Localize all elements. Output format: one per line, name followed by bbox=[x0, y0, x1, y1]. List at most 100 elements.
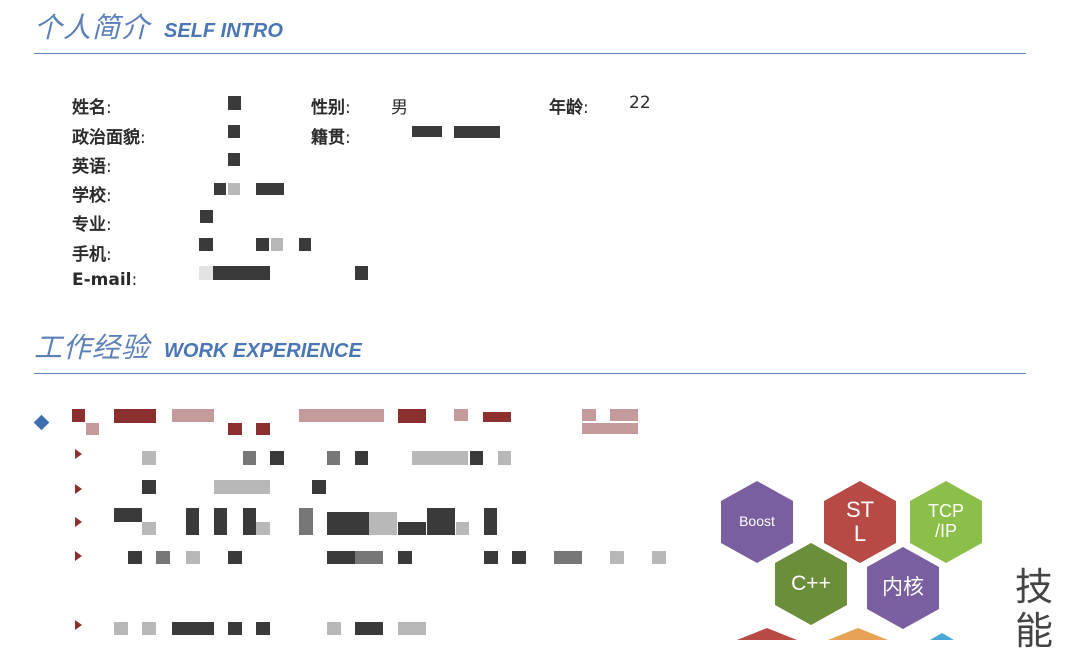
hexagon-shape bbox=[867, 547, 939, 629]
hexagon-shape bbox=[824, 481, 896, 563]
politics-label: 政治面貌: bbox=[72, 128, 146, 148]
redact-block bbox=[228, 551, 242, 564]
redact-block bbox=[355, 451, 368, 465]
skill-hex-partial-blue bbox=[930, 633, 954, 640]
redact-block bbox=[114, 622, 128, 635]
redact-block bbox=[412, 451, 468, 465]
redact-block bbox=[582, 409, 596, 421]
job-bullet-diamond bbox=[33, 414, 50, 431]
redact-block bbox=[243, 451, 256, 465]
self-intro-title-en: SELF INTRO bbox=[164, 20, 283, 42]
skill-hex-partial-red bbox=[737, 628, 797, 640]
redact-block bbox=[228, 423, 242, 435]
hexagon-shape bbox=[721, 481, 793, 563]
redact-block bbox=[456, 522, 469, 535]
redact-block bbox=[327, 451, 340, 465]
redact-block bbox=[355, 622, 383, 635]
redact-block bbox=[652, 551, 666, 564]
skill-hex-tcpip: TCP /IP bbox=[908, 479, 984, 565]
phone-redaction-1 bbox=[199, 238, 213, 251]
redact-block bbox=[299, 508, 313, 535]
school-redaction-3 bbox=[256, 183, 284, 195]
redact-block bbox=[398, 522, 426, 535]
phone-redaction-3 bbox=[271, 238, 283, 251]
major-redaction bbox=[200, 210, 213, 223]
redact-block bbox=[172, 622, 214, 635]
email-redaction-2 bbox=[213, 266, 270, 280]
work-experience-divider bbox=[34, 373, 1026, 374]
skill-hex-boost: Boost bbox=[719, 479, 795, 565]
redact-block bbox=[483, 412, 511, 422]
redact-block bbox=[470, 451, 483, 465]
gender-value: 男 bbox=[391, 98, 408, 118]
bullet-arrow-icon bbox=[75, 484, 82, 494]
politics-redaction bbox=[228, 125, 240, 138]
skill-hex-cpp: C++ bbox=[773, 541, 849, 627]
skill-label-cpp: C++ bbox=[791, 572, 831, 596]
redact-block bbox=[256, 522, 270, 535]
redact-block bbox=[327, 622, 341, 635]
phone-redaction-4 bbox=[299, 238, 311, 251]
origin-label: 籍贯: bbox=[311, 128, 351, 148]
redact-block bbox=[369, 512, 397, 535]
work-experience-title-cn: 工作经验 bbox=[34, 331, 151, 364]
redact-block bbox=[355, 551, 383, 564]
redact-block bbox=[582, 423, 638, 434]
hexagon-shape bbox=[910, 481, 982, 563]
redact-block bbox=[186, 508, 199, 535]
skill-hex-stl: ST L bbox=[822, 479, 898, 565]
redact-block bbox=[398, 551, 412, 564]
skill-hex-partial-orange bbox=[828, 628, 888, 640]
redact-block bbox=[142, 522, 156, 535]
bullet-arrow-icon bbox=[75, 551, 82, 561]
redact-block bbox=[142, 480, 156, 494]
name-label: 姓名: bbox=[72, 98, 112, 118]
redact-block bbox=[327, 512, 369, 535]
gender-label: 性别: bbox=[311, 98, 351, 118]
skills-label-cn: 技能 bbox=[1015, 565, 1054, 653]
redact-block bbox=[142, 451, 156, 465]
redact-block bbox=[554, 551, 582, 564]
school-label: 学校: bbox=[72, 186, 112, 206]
email-redaction-3 bbox=[355, 266, 368, 280]
age-label: 年龄: bbox=[549, 98, 589, 118]
redact-block bbox=[398, 622, 426, 635]
redact-block bbox=[610, 409, 638, 421]
redact-block bbox=[214, 480, 270, 494]
redact-block bbox=[270, 451, 284, 465]
redact-block bbox=[398, 409, 426, 423]
self-intro-title-cn: 个人简介 bbox=[34, 11, 151, 44]
redact-block bbox=[299, 409, 384, 422]
self-intro-header: 个人简介 SELF INTRO bbox=[34, 6, 283, 46]
redact-block bbox=[142, 622, 156, 635]
redact-block bbox=[114, 409, 156, 423]
redact-block bbox=[156, 551, 170, 564]
phone-label: 手机: bbox=[72, 245, 112, 265]
hexagon-shape bbox=[775, 543, 847, 625]
skill-label-boost: Boost bbox=[739, 513, 775, 530]
redact-block bbox=[186, 551, 200, 564]
redact-block bbox=[484, 508, 497, 535]
redact-block bbox=[312, 480, 326, 494]
redact-block bbox=[72, 409, 85, 422]
skill-hex-kernel: 内核 bbox=[865, 545, 941, 631]
phone-redaction-2 bbox=[256, 238, 269, 251]
self-intro-divider bbox=[34, 53, 1026, 54]
work-experience-header: 工作经验 WORK EXPERIENCE bbox=[34, 326, 362, 366]
redact-block bbox=[327, 551, 355, 564]
skill-label-tcpip: TCP /IP bbox=[928, 501, 964, 541]
origin-redaction-1 bbox=[412, 126, 442, 137]
redact-block bbox=[114, 508, 142, 522]
email-label: E-mail: bbox=[72, 270, 138, 290]
redact-block bbox=[256, 622, 270, 635]
age-value: 22 bbox=[629, 93, 651, 113]
redact-block bbox=[610, 551, 624, 564]
bullet-arrow-icon bbox=[75, 517, 82, 527]
email-redaction-1 bbox=[199, 266, 213, 280]
redact-block bbox=[243, 508, 256, 535]
skill-label-kernel: 内核 bbox=[882, 576, 924, 600]
major-label: 专业: bbox=[72, 215, 112, 235]
bullet-arrow-icon bbox=[75, 449, 82, 459]
origin-redaction-2 bbox=[454, 126, 500, 138]
school-redaction-2 bbox=[228, 183, 240, 195]
